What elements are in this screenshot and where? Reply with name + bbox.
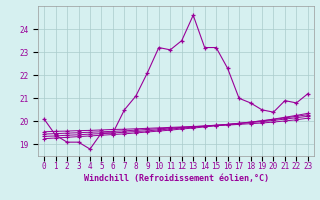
X-axis label: Windchill (Refroidissement éolien,°C): Windchill (Refroidissement éolien,°C) (84, 174, 268, 183)
